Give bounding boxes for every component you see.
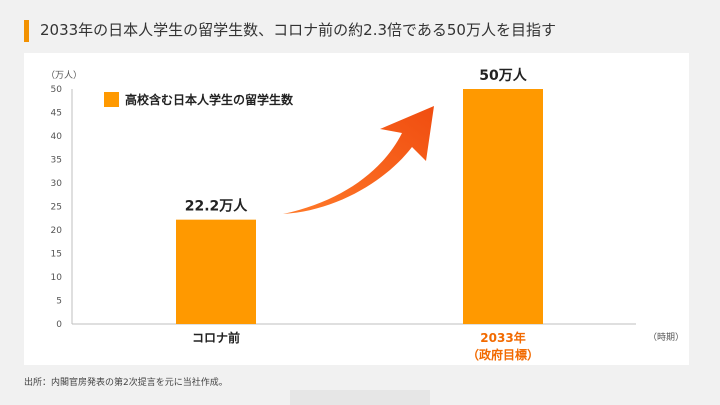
- y-tick-label: 25: [51, 203, 62, 213]
- chart-panel: （万人） （時期） 0 5 10 15 20 25 30 35 40 45 50 高校含む日本人学生…: [24, 53, 689, 365]
- growth-arrow: [283, 106, 434, 214]
- bar-value-label: 50万人: [479, 67, 527, 84]
- legend-label: 高校含む日本人学生の留学生数: [125, 92, 294, 107]
- y-tick-label: 15: [51, 250, 62, 260]
- y-tick-label: 40: [51, 132, 63, 142]
- x-tick-label: 2033年: [480, 330, 525, 345]
- bar: [176, 219, 256, 324]
- legend: 高校含む日本人学生の留学生数: [104, 92, 294, 107]
- y-tick-label: 5: [56, 297, 62, 307]
- x-tick-sublabel: （政府目標）: [467, 347, 539, 362]
- y-axis-unit-label: （万人）: [46, 70, 82, 81]
- bottom-strip: [290, 390, 430, 405]
- bar-chart: （万人） （時期） 0 5 10 15 20 25 30 35 40 45 50 高校含む日本人学生…: [46, 67, 684, 362]
- y-tick-label: 0: [56, 320, 62, 330]
- bar-value-label: 22.2万人: [185, 198, 249, 215]
- y-tick-label: 35: [51, 156, 62, 166]
- legend-swatch: [104, 92, 119, 107]
- y-tick-label: 30: [51, 179, 63, 189]
- y-tick-label: 45: [51, 109, 62, 119]
- title-accent-bar: [24, 20, 29, 42]
- y-tick-label: 10: [51, 273, 63, 283]
- x-axis-unit-label: （時期）: [648, 332, 684, 343]
- y-axis: 0 5 10 15 20 25 30 35 40 45 50: [51, 85, 63, 330]
- y-tick-label: 50: [51, 85, 63, 95]
- page-title: 2033年の日本人学生の留学生数、コロナ前の約2.3倍である50万人を目指す: [40, 21, 556, 39]
- bar: [463, 89, 543, 324]
- x-tick-label: コロナ前: [192, 330, 240, 345]
- source-note: 出所：内閣官房発表の第2次提言を元に当社作成。: [24, 378, 228, 388]
- y-tick-label: 20: [51, 226, 63, 236]
